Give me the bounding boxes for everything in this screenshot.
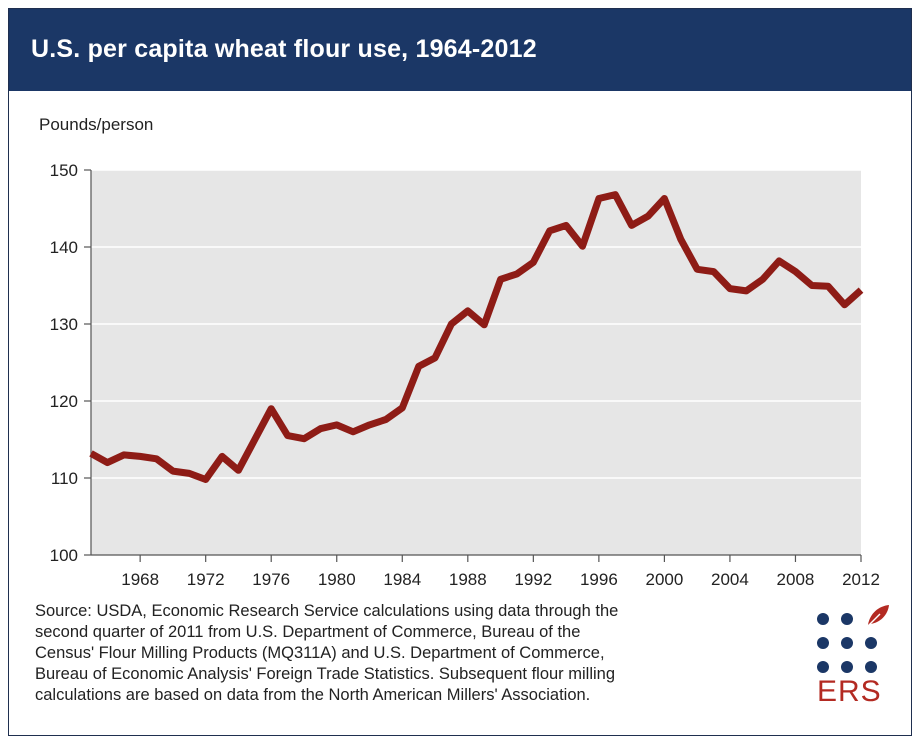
y-tick-label: 100	[50, 546, 78, 565]
leaf-icon	[867, 605, 889, 627]
source-line: Source: USDA, Economic Research Service …	[35, 602, 619, 620]
title-bar: U.S. per capita wheat flour use, 1964-20…	[9, 9, 911, 91]
x-tick-label: 2012	[842, 570, 880, 589]
series-line	[89, 191, 864, 483]
y-tick-label: 110	[51, 469, 78, 488]
y-tick-label: 120	[50, 392, 78, 411]
logo-dot	[865, 661, 877, 673]
x-tick-label: 2000	[645, 570, 683, 589]
line-chart: Pounds/person 100 110 120 130 140 150 1968 1972…	[39, 115, 880, 589]
x-tick-label: 1984	[383, 570, 421, 589]
y-axis-label: Pounds/person	[39, 115, 153, 134]
logo-dot	[817, 637, 829, 649]
y-tick-label: 130	[50, 315, 78, 334]
y-tick-label: 150	[50, 161, 78, 180]
source-line: calculations are based on data from the …	[35, 686, 591, 704]
x-tick-label: 1980	[318, 570, 356, 589]
logo-dot	[841, 613, 853, 625]
source-line: second quarter of 2011 from U.S. Departm…	[35, 623, 581, 641]
x-tick-label: 2004	[711, 570, 749, 589]
source-note: Source: USDA, Economic Research Service …	[35, 601, 795, 706]
source-line: Census' Flour Milling Products (MQ311A) …	[35, 644, 605, 662]
logo-dot	[817, 613, 829, 625]
x-tick-label: 1992	[514, 570, 552, 589]
logo-dot	[841, 661, 853, 673]
logo-dot	[841, 637, 853, 649]
plot-background	[91, 170, 861, 555]
x-tick-label: 2008	[777, 570, 815, 589]
x-tick-label: 1972	[187, 570, 225, 589]
source-line: Bureau of Economic Analysis' Foreign Tra…	[35, 665, 616, 683]
chart-figure: U.S. per capita wheat flour use, 1964-20…	[8, 8, 912, 736]
x-tick-label: 1988	[449, 570, 487, 589]
ers-logo: ERS	[809, 605, 899, 715]
y-tick-label: 140	[50, 238, 78, 257]
logo-dot	[865, 637, 877, 649]
chart-title: U.S. per capita wheat flour use, 1964-20…	[31, 35, 537, 63]
x-tick-label: 1968	[121, 570, 159, 589]
x-tick-label: 1996	[580, 570, 618, 589]
logo-dot	[817, 661, 829, 673]
ers-logo-text: ERS	[817, 675, 882, 708]
x-tick-label: 1976	[252, 570, 290, 589]
